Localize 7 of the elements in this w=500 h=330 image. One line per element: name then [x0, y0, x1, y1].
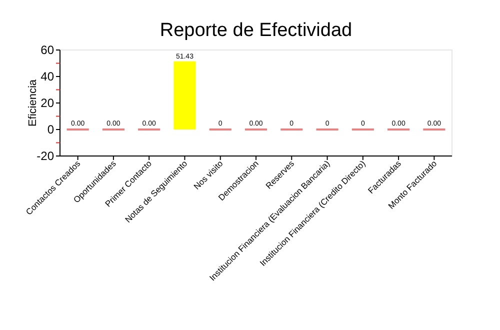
- chart-title: Reporte de Efectividad: [160, 20, 352, 41]
- y-tick-label: 20: [40, 96, 54, 110]
- y-axis-title: Eficiencia: [27, 78, 39, 127]
- y-tick-label: 40: [40, 70, 54, 84]
- y-tick-label: 60: [40, 43, 54, 58]
- y-tick-label: 0: [47, 122, 54, 137]
- y-tick-label: -20: [36, 149, 54, 164]
